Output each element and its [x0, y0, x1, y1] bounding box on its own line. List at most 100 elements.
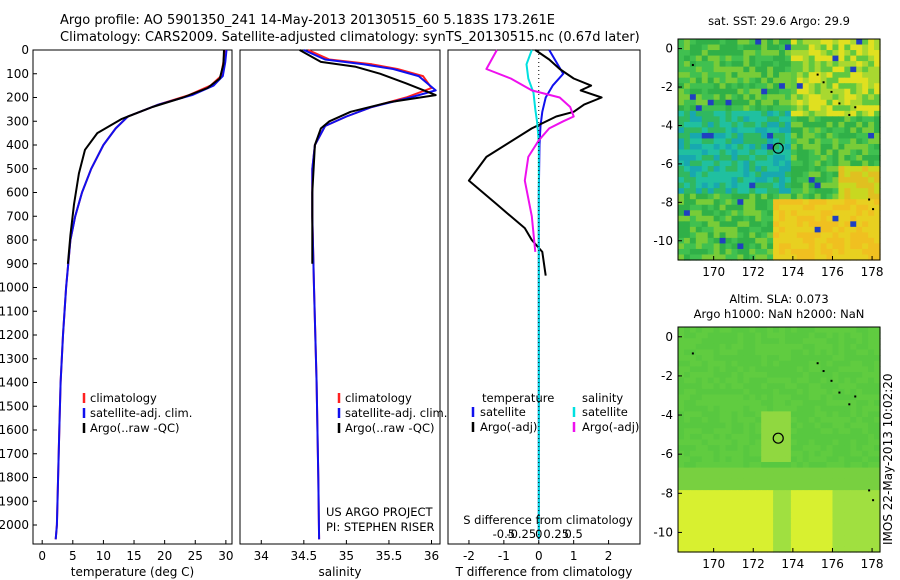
map-cell [701, 61, 709, 68]
map-cell [773, 188, 780, 195]
map-cell [808, 518, 816, 525]
map-cell [731, 512, 739, 519]
map-cell [868, 428, 875, 435]
map-cell [683, 166, 691, 173]
map-cell [790, 110, 798, 117]
map-cell [731, 237, 739, 245]
map-cell [713, 462, 721, 469]
map-cell [850, 546, 857, 553]
map-cell [814, 366, 822, 373]
map-cell [856, 61, 863, 68]
map-cell [725, 546, 733, 553]
island-mark [838, 102, 841, 105]
map-cell [678, 88, 685, 95]
map-cell [773, 546, 780, 553]
map-cell [755, 327, 762, 334]
map-cell [838, 248, 845, 256]
map-cell [719, 490, 727, 497]
map-cell [713, 215, 721, 222]
map-cell [701, 456, 709, 463]
map-cell [695, 411, 703, 418]
map-cell [850, 94, 857, 101]
map-cell [761, 377, 768, 384]
map-cell [856, 507, 863, 514]
map-cell [784, 343, 792, 351]
map-cell [725, 72, 733, 79]
map-cell [773, 226, 780, 233]
credit-line: US ARGO PROJECT [326, 505, 434, 519]
map-cell [683, 193, 691, 200]
map-cell [695, 88, 703, 95]
map-cell [844, 428, 851, 435]
map-cell [713, 182, 721, 189]
map-cell [701, 226, 709, 233]
map-cell [725, 332, 733, 339]
map-cell [874, 327, 881, 334]
map-cell [689, 383, 697, 390]
map-cell [683, 72, 691, 79]
map-cell [808, 462, 816, 469]
map-cell [761, 405, 768, 412]
map-cell [737, 428, 744, 435]
map-cell [856, 473, 863, 480]
map-cell [796, 360, 804, 367]
map-cell [779, 366, 786, 373]
map-cell [701, 332, 709, 339]
map-cell [826, 394, 834, 401]
map-cell [719, 77, 727, 84]
map-cell [683, 349, 691, 356]
map-cell [802, 484, 810, 491]
map-cell [826, 160, 834, 167]
map-cell [707, 243, 715, 250]
map-cell [701, 529, 709, 536]
map-cell [868, 66, 875, 73]
map-cell [678, 462, 685, 469]
map-cell [862, 155, 869, 162]
map-cell [713, 467, 721, 474]
map-cell [844, 50, 851, 57]
map-cell [701, 439, 709, 446]
map-cell [790, 484, 798, 491]
map-cell [838, 377, 845, 384]
legend-label: satellite [480, 405, 526, 419]
map-cell [683, 450, 691, 457]
map-cell [761, 495, 768, 502]
map-cell [695, 177, 703, 184]
map-cell [862, 338, 869, 345]
map-cell [737, 540, 744, 547]
map-cell [874, 456, 881, 463]
title-line-1: Argo profile: AO 5901350_241 14-May-2013… [60, 13, 555, 28]
map-cell [743, 237, 750, 245]
map-cell [713, 193, 721, 200]
map-cell [713, 349, 721, 356]
map-cell [761, 490, 768, 497]
map-cell [820, 445, 828, 452]
map-cell [767, 355, 774, 362]
map-cell [695, 529, 703, 536]
map-cell [874, 204, 881, 211]
map-cell [678, 127, 685, 134]
map-cell [737, 343, 744, 351]
map-cell [773, 495, 780, 502]
map-cell [689, 456, 697, 463]
side-stamp: IMOS 22-May-2013 10:02:20 [881, 373, 895, 545]
map-cell [796, 182, 804, 189]
map-cell [701, 55, 709, 62]
map-cell [850, 248, 857, 256]
map-cell [814, 405, 822, 412]
map-cell [844, 366, 851, 373]
map-cell [850, 61, 857, 68]
map-cell [868, 155, 875, 162]
map-cell [719, 484, 727, 491]
map-cell [725, 422, 733, 429]
map-cell [796, 132, 804, 140]
map-cell [838, 372, 845, 379]
map-cell [731, 383, 739, 390]
depth-tick-label: 2000 [0, 518, 29, 532]
map-cell [725, 94, 733, 101]
map-cell [755, 512, 762, 519]
map-cell [743, 44, 750, 51]
map-cell [790, 501, 798, 508]
map-cell [755, 160, 762, 167]
